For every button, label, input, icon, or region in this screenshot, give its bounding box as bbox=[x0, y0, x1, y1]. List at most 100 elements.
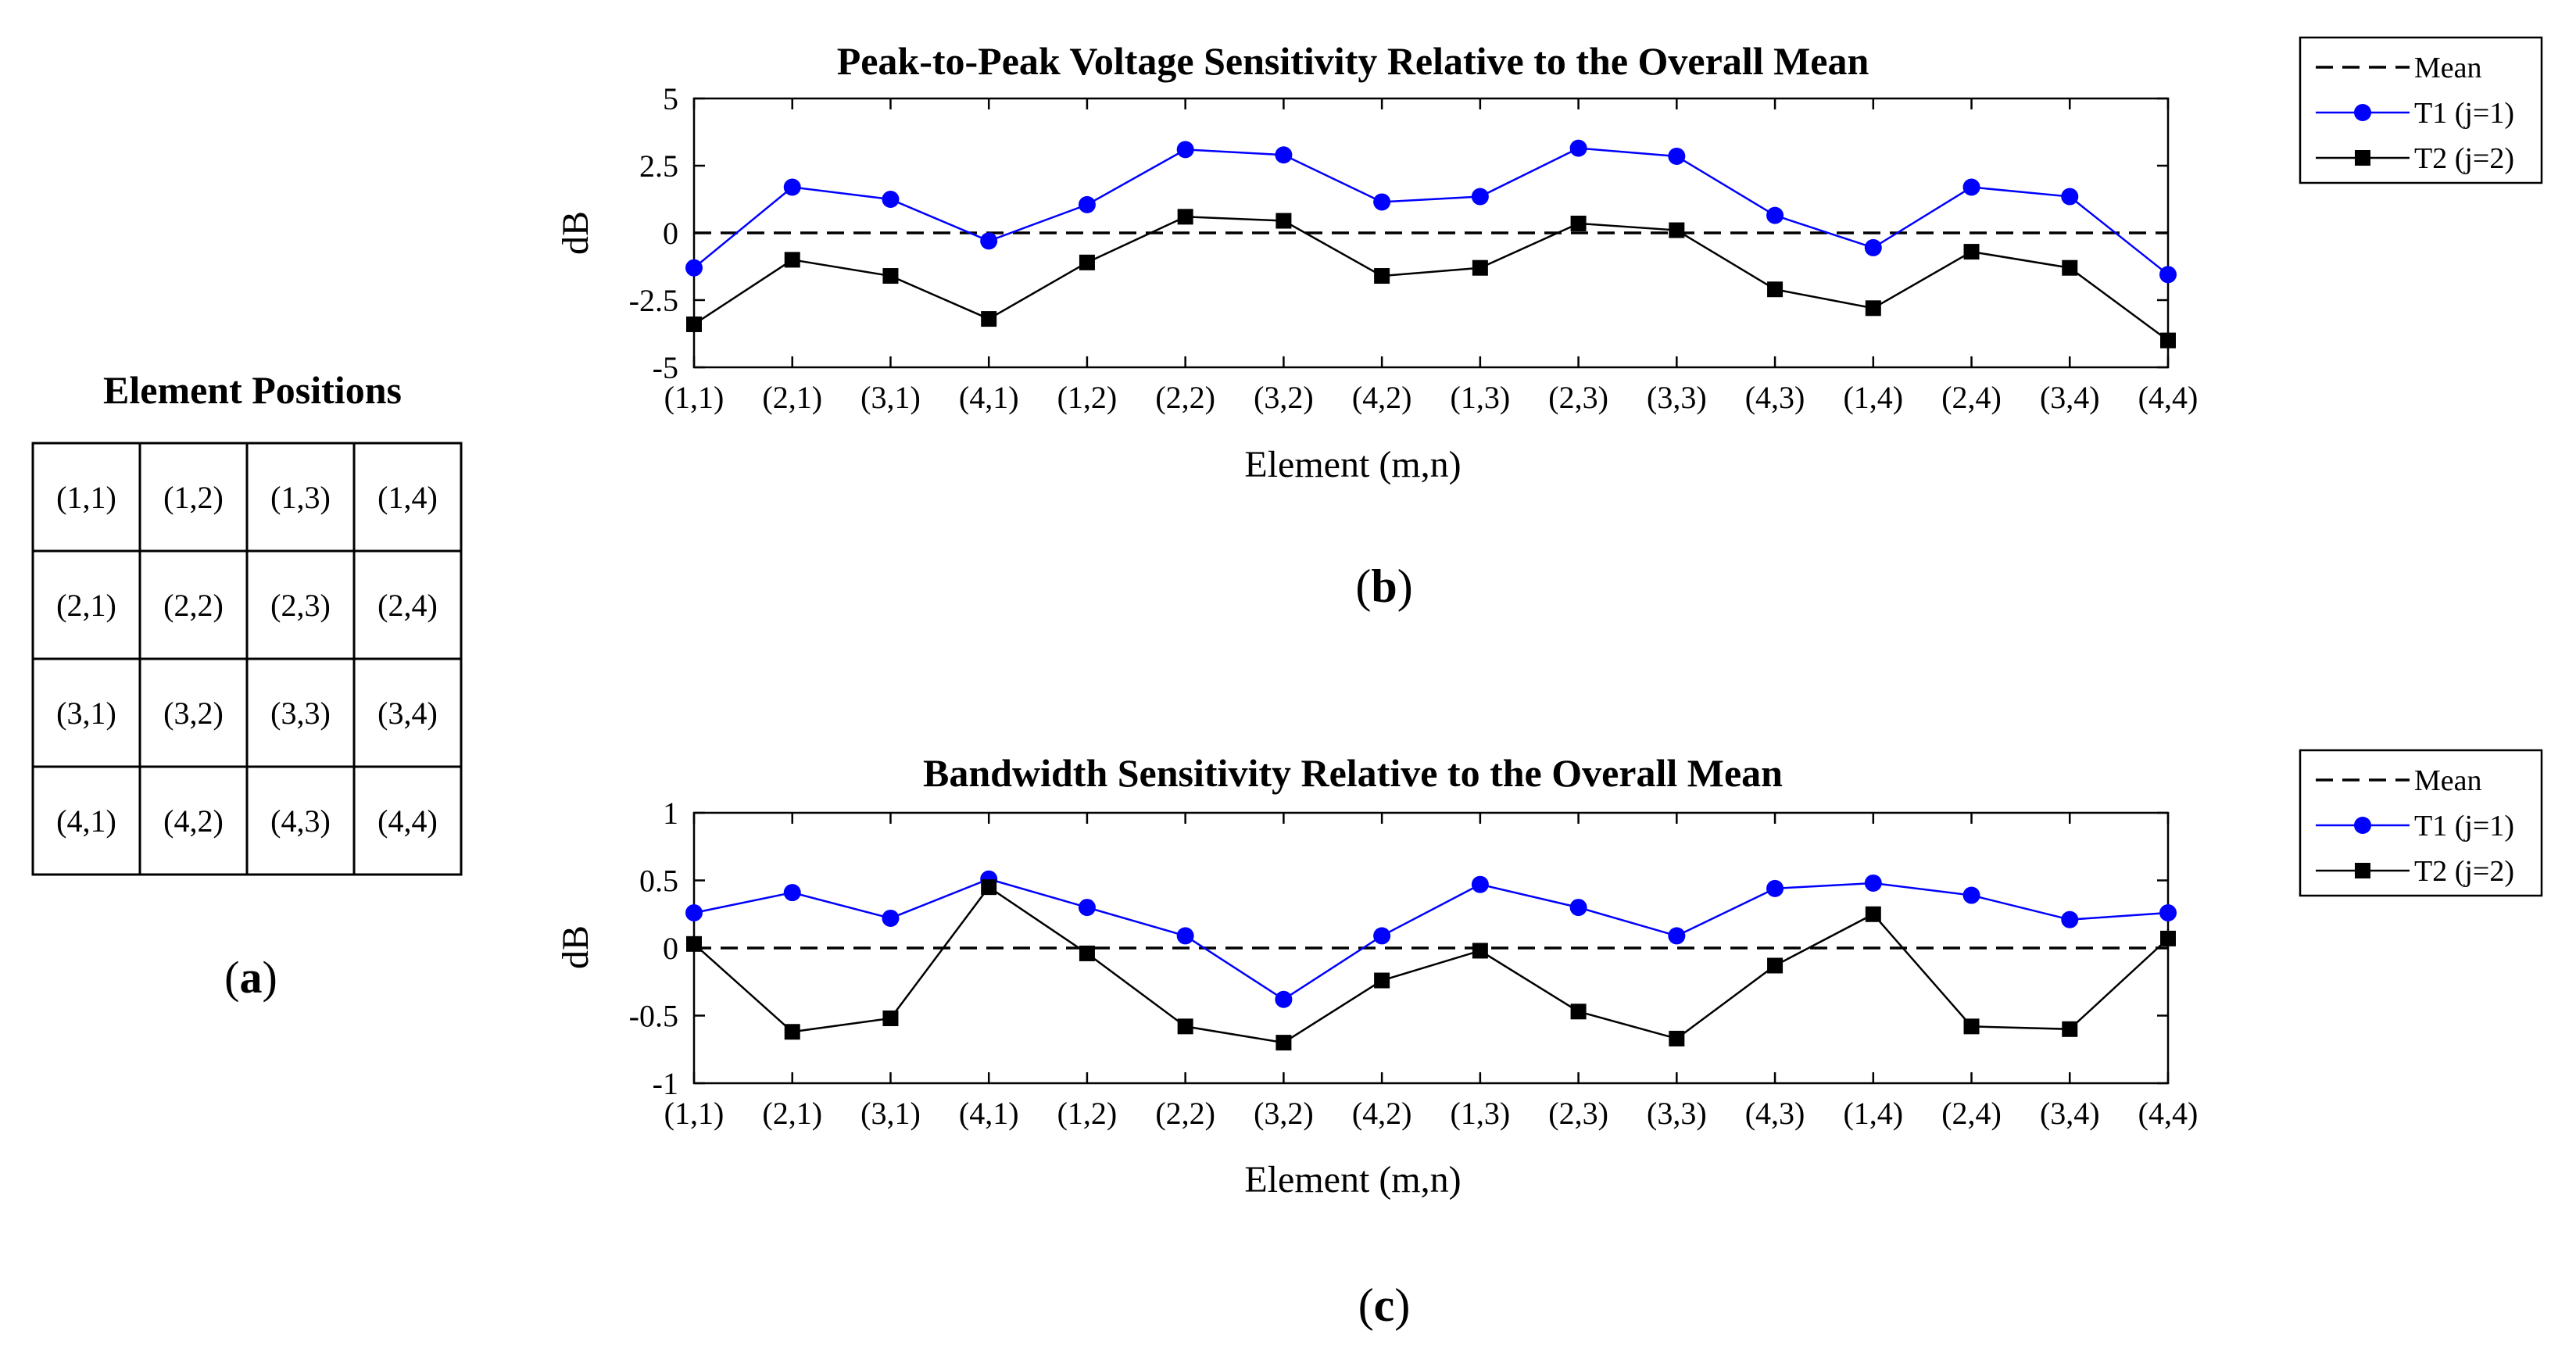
chart-c-plot: -1 -0.5 0 0.5 1 (1,1) (2,1) (3,1) (4,1) (1,2) (2,2… bbox=[629, 796, 2199, 1131]
panel-label-b: (b) bbox=[1355, 560, 1412, 612]
t1-point bbox=[882, 191, 900, 208]
t1-point bbox=[1373, 927, 1391, 945]
panel-label-a-close: ) bbox=[263, 952, 277, 1003]
grid-cell-label: (3,2) bbox=[163, 696, 224, 731]
t1-point bbox=[980, 232, 998, 250]
x-tick-label: (3,1) bbox=[860, 1096, 921, 1131]
t2-point bbox=[1374, 972, 1390, 989]
t1-point bbox=[1176, 141, 1194, 159]
y-tick-label: -1 bbox=[653, 1066, 678, 1101]
t1-point bbox=[882, 909, 900, 927]
t1-point bbox=[1864, 874, 1882, 892]
chart-b-plot: -5 -2.5 0 2.5 5 (1,1) (2,1) (3,1) (4,1) (1,2) (2,2… bbox=[629, 81, 2199, 415]
grid-cell-label: (3,3) bbox=[270, 696, 331, 731]
x-tick-label: (4,3) bbox=[1745, 380, 1805, 415]
t1-point bbox=[1373, 193, 1391, 211]
legend-label: Mean bbox=[2414, 764, 2482, 797]
x-tick-label: (1,4) bbox=[1843, 1096, 1903, 1131]
legend-label: Mean bbox=[2414, 52, 2482, 84]
x-tick-label: (2,3) bbox=[1548, 380, 1608, 415]
x-tick-label: (2,3) bbox=[1548, 1096, 1608, 1131]
y-tick-label: -0.5 bbox=[629, 999, 678, 1034]
x-tick-label: (2,2) bbox=[1155, 380, 1215, 415]
panel-label-b-letter: b bbox=[1371, 560, 1397, 612]
voltage-sensitivity-chart: Peak-to-Peak Voltage Sensitivity Relativ… bbox=[555, 36, 2543, 612]
legend-label: T1 (j=1) bbox=[2414, 97, 2514, 130]
t1-point bbox=[2061, 910, 2079, 928]
t2-point bbox=[784, 252, 800, 268]
t2-point bbox=[1865, 300, 1881, 317]
t1-point bbox=[1668, 927, 1686, 945]
y-tick-label: 5 bbox=[663, 81, 678, 116]
x-tick-label: (2,1) bbox=[762, 380, 822, 415]
grid-cell-label: (3,4) bbox=[377, 696, 438, 731]
chart-c-xlabel: Element (m,n) bbox=[1244, 1159, 1461, 1200]
t2-point bbox=[1177, 209, 1193, 225]
x-tick-label: (4,2) bbox=[1352, 380, 1412, 415]
y-tick-label: -5 bbox=[653, 350, 678, 385]
t1-point bbox=[685, 904, 703, 922]
x-tick-label: (1,1) bbox=[664, 380, 724, 415]
t2-point bbox=[1963, 1018, 1980, 1035]
panel-label-b-open: ( bbox=[1355, 560, 1371, 612]
chart-b-xlabel: Element (m,n) bbox=[1244, 444, 1461, 485]
t2-point bbox=[1767, 281, 1784, 298]
x-tick-label: (1,3) bbox=[1451, 1096, 1511, 1131]
x-tick-label: (4,3) bbox=[1745, 1096, 1805, 1131]
legend-square-marker bbox=[2355, 863, 2370, 878]
legend-square-marker bbox=[2355, 150, 2370, 166]
x-tick-label: (3,3) bbox=[1647, 1096, 1707, 1131]
t1-point bbox=[1569, 899, 1587, 917]
t1-point bbox=[1275, 990, 1293, 1008]
chart-b-title: Peak-to-Peak Voltage Sensitivity Relativ… bbox=[837, 39, 1869, 83]
t1-point bbox=[1471, 188, 1489, 206]
t1-point bbox=[1962, 178, 1980, 196]
t2-point bbox=[686, 316, 702, 332]
t1-point bbox=[783, 884, 801, 902]
legend-label: T1 (j=1) bbox=[2414, 810, 2514, 842]
t2-point bbox=[686, 935, 702, 952]
x-tick-label: (3,1) bbox=[860, 380, 921, 415]
y-tick-label: 0.5 bbox=[639, 864, 678, 899]
grid-cell-label: (2,1) bbox=[56, 588, 116, 623]
t2-point bbox=[1767, 957, 1784, 974]
x-tick-label: (4,2) bbox=[1352, 1096, 1412, 1131]
t1-series-line bbox=[693, 878, 2169, 1001]
t1-point bbox=[685, 259, 703, 277]
t1-point bbox=[2061, 188, 2079, 206]
y-tick-label: 0 bbox=[663, 216, 678, 251]
panel-label-c-close: ) bbox=[1394, 1279, 1410, 1331]
t2-point bbox=[1472, 259, 1488, 276]
t2-series-line bbox=[693, 216, 2169, 342]
grid-cell-label: (4,4) bbox=[377, 803, 438, 839]
x-tick-label: (4,4) bbox=[2138, 1096, 2199, 1131]
t2-point bbox=[882, 1010, 899, 1026]
t2-point bbox=[981, 879, 997, 896]
grid-cell-label: (1,4) bbox=[377, 480, 438, 515]
t1-point bbox=[1864, 238, 1882, 256]
legend-circle-marker bbox=[2354, 817, 2371, 834]
t1-point bbox=[2159, 266, 2177, 284]
bandwidth-sensitivity-chart: Bandwidth Sensitivity Relative to the Ov… bbox=[555, 749, 2543, 1331]
grid-cell-label: (4,2) bbox=[163, 803, 224, 839]
x-tick-label: (2,2) bbox=[1155, 1096, 1215, 1131]
element-positions-title: Element Positions bbox=[103, 368, 402, 412]
x-tick-label: (1,4) bbox=[1843, 380, 1903, 415]
grid-cell-label: (4,1) bbox=[56, 803, 116, 839]
y-tick-label: 0 bbox=[663, 931, 678, 966]
grid-cell-label: (2,4) bbox=[377, 588, 438, 623]
x-tick-label: (3,4) bbox=[2040, 380, 2100, 415]
chart-b-legend: Mean T1 (j=1) T2 (j=2) bbox=[2299, 36, 2543, 184]
t2-point bbox=[1079, 254, 1095, 270]
panel-label-c-open: ( bbox=[1358, 1279, 1374, 1331]
chart-c-title: Bandwidth Sensitivity Relative to the Ov… bbox=[923, 751, 1783, 795]
t1-point bbox=[1569, 139, 1587, 157]
t2-point bbox=[1275, 1035, 1292, 1051]
t2-point bbox=[784, 1024, 800, 1040]
t2-point bbox=[1275, 213, 1292, 229]
t2-point bbox=[1865, 906, 1881, 922]
y-tick-label: -2.5 bbox=[629, 283, 678, 318]
t2-point bbox=[882, 268, 899, 284]
t1-point bbox=[1176, 927, 1194, 945]
legend-label: T2 (j=2) bbox=[2414, 855, 2514, 888]
